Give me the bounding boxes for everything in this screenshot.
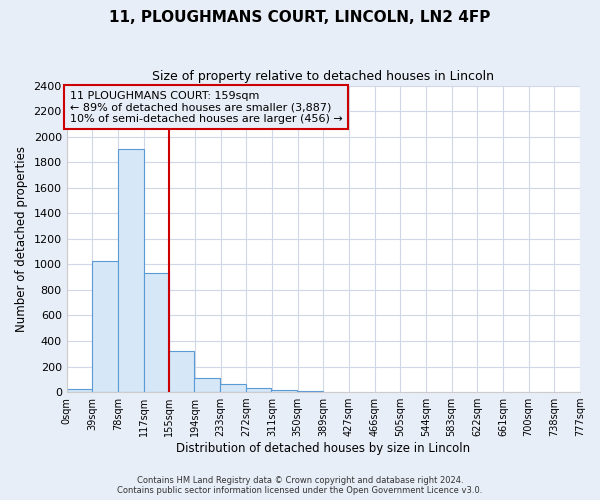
Title: Size of property relative to detached houses in Lincoln: Size of property relative to detached ho… xyxy=(152,70,494,83)
Bar xyxy=(143,272,169,392)
Bar xyxy=(297,391,323,392)
Bar xyxy=(118,150,143,392)
Bar xyxy=(92,261,118,392)
Bar xyxy=(194,378,220,392)
Y-axis label: Number of detached properties: Number of detached properties xyxy=(15,146,28,332)
Text: Contains HM Land Registry data © Crown copyright and database right 2024.
Contai: Contains HM Land Registry data © Crown c… xyxy=(118,476,482,495)
Bar xyxy=(67,389,92,392)
Bar xyxy=(271,390,297,392)
Bar xyxy=(245,388,271,392)
Text: 11 PLOUGHMANS COURT: 159sqm
← 89% of detached houses are smaller (3,887)
10% of : 11 PLOUGHMANS COURT: 159sqm ← 89% of det… xyxy=(70,90,343,124)
Text: 11, PLOUGHMANS COURT, LINCOLN, LN2 4FP: 11, PLOUGHMANS COURT, LINCOLN, LN2 4FP xyxy=(109,10,491,25)
Bar xyxy=(169,351,194,392)
Bar xyxy=(220,384,245,392)
X-axis label: Distribution of detached houses by size in Lincoln: Distribution of detached houses by size … xyxy=(176,442,470,455)
